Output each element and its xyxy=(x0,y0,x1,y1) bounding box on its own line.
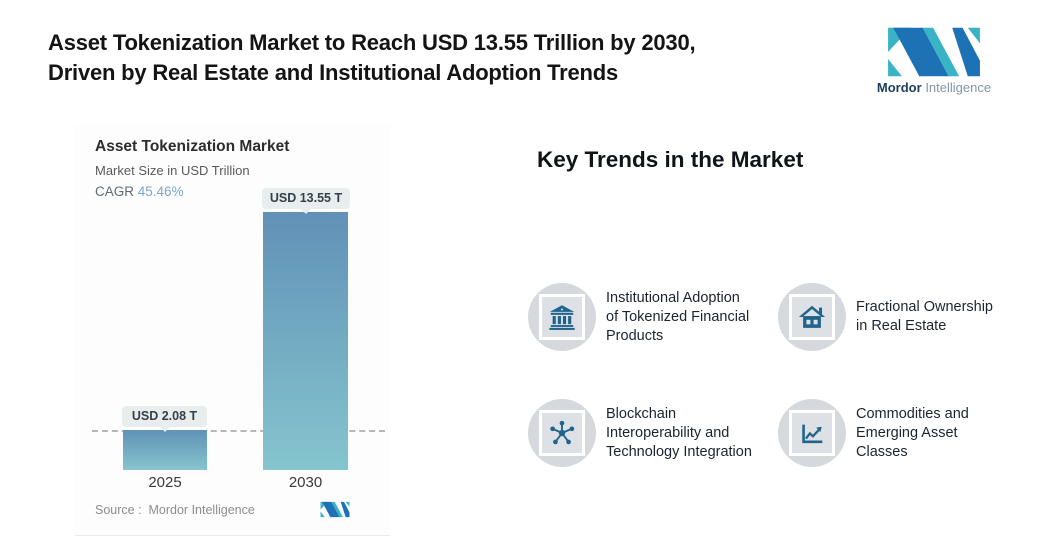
page-title-line2: Driven by Real Estate and Institutional … xyxy=(48,60,619,85)
chart-icon xyxy=(802,424,823,444)
x-axis-label-2025: 2025 xyxy=(148,474,182,491)
trend-icon-circle xyxy=(528,399,596,467)
trend-icon-tile xyxy=(789,410,835,456)
x-axis-label-2030: 2030 xyxy=(288,474,323,491)
cagr-value: 45.46% xyxy=(137,184,184,199)
source-brand-mini-logo-icon xyxy=(320,501,350,518)
market-chart-card: Asset Tokenization Market Market Size in… xyxy=(75,125,390,536)
trend-icon-circle xyxy=(778,399,846,467)
trend-label: Institutional Adoption of Tokenized Fina… xyxy=(606,289,750,344)
trend-item-commodities: Commodities and Emerging Asset Classes xyxy=(778,399,1033,467)
trend-icon-tile xyxy=(539,410,585,456)
trend-icon-circle xyxy=(778,283,846,351)
brand-name-bold: Mordor xyxy=(876,80,922,95)
source-attribution: Source : Mordor Intelligence xyxy=(95,503,255,517)
bank-icon xyxy=(549,305,575,330)
trend-item-institutional-adoption: Institutional Adoption of Tokenized Fina… xyxy=(528,283,783,351)
bar-2030 xyxy=(263,212,348,470)
page-title: Asset Tokenization Market to Reach USD 1… xyxy=(48,28,838,88)
mordor-intelligence-logo-icon xyxy=(888,27,980,77)
page-title-line1: Asset Tokenization Market to Reach USD 1… xyxy=(48,30,696,55)
chart-title: Asset Tokenization Market xyxy=(95,138,290,155)
trends-heading: Key Trends in the Market xyxy=(537,147,804,172)
trend-label: Blockchain Interoperability and Technolo… xyxy=(606,405,752,460)
trend-icon-tile xyxy=(789,294,835,340)
trend-icon-tile xyxy=(539,294,585,340)
dashed-reference-line xyxy=(92,430,385,432)
trend-item-fractional-ownership: Fractional Ownership in Real Estate xyxy=(778,283,1033,351)
trend-icon-circle xyxy=(528,283,596,351)
network-icon xyxy=(550,420,575,445)
trend-label: Commodities and Emerging Asset Classes xyxy=(856,405,969,460)
trend-label: Fractional Ownership in Real Estate xyxy=(856,299,993,334)
value-label-2025: USD 2.08 T xyxy=(122,406,207,427)
chart-subtitle: Market Size in USD Trillion xyxy=(95,163,250,178)
value-label-2030: USD 13.55 T xyxy=(262,188,350,209)
trend-item-blockchain-interoperability: Blockchain Interoperability and Technolo… xyxy=(528,399,783,467)
cagr-label: CAGR xyxy=(95,184,135,199)
brand-name-light: Intelligence xyxy=(925,80,992,95)
home-icon xyxy=(798,305,826,328)
brand-logo: Mordor Intelligence xyxy=(876,26,992,95)
cagr-row: CAGR 45.46% xyxy=(95,184,184,199)
brand-name: Mordor Intelligence xyxy=(876,80,992,95)
